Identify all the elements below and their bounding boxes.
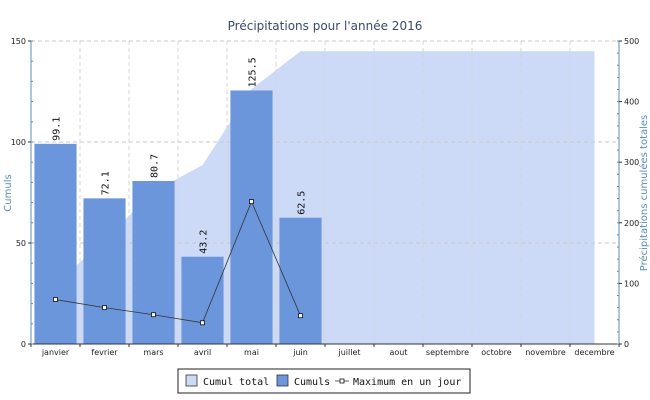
bars: 99.1 72.1 80.7 43.2 125.5 62.5 [34,57,322,345]
legend-marker-max [339,378,345,384]
bar-label-mai: 125.5 [248,57,259,87]
legend-box [177,368,471,394]
max-day-point-janvier [53,297,58,302]
x-tick-label-novembre: novembre [525,348,566,357]
bar-avril [181,256,224,344]
x-tick-label-janvier: janvier [41,348,70,357]
y-left-tick-label: 0 [21,340,26,349]
legend-label-cumul-total: Cumul total [203,377,269,388]
legend-label-max: Maximum en un jour [353,377,461,388]
y-axis-right-label: Précipitations cumulées totales [638,115,650,272]
x-tick-label-fevrier: fevrier [91,348,118,357]
bar-mai [230,90,273,345]
max-day-point-juin [298,313,303,319]
max-day-point-mai [249,199,254,204]
y-left-tick-label: 50 [16,239,26,248]
axes: 0 50 100 150 0 100 200 300 400 500 janvier fevrier m… [11,37,640,357]
x-tick-label-avril: avril [194,348,211,357]
max-day-line [55,200,301,324]
y-axis-left-label: Cumuls [3,174,14,211]
y-right-tick-label: 500 [624,37,639,46]
bar-label-mars: 80.7 [150,154,161,178]
x-tick-label-septembre: septembre [426,348,469,357]
legend-swatch-cumul-total [185,374,198,387]
max-line [53,199,303,326]
x-tick-label-octobre: octobre [481,348,512,357]
x-tick-label-decembre: decembre [574,348,614,357]
bar-fevrier [83,198,126,344]
y-left-tick-label: 150 [11,37,26,46]
x-tick-label-mars: mars [143,348,163,357]
legend: Cumul total Cumuls Maximum en un jour [177,368,471,394]
x-tick-label-juin: juin [292,348,308,357]
y-right-tick-label: 0 [624,340,629,349]
y-right-tick-label: 400 [624,98,639,107]
max-day-point-avril [200,320,205,326]
max-day-point-fevrier [102,305,107,311]
y-right-tick-label: 100 [624,279,639,288]
chart-title: Précipitations pour l'année 2016 [228,19,423,33]
legend-swatch-cumuls [276,374,289,387]
x-tick-label-mai: mai [244,348,259,357]
bar-mars [132,180,175,344]
y-left-tick-label: 100 [11,138,26,147]
y-right-tick-label: 200 [624,219,639,228]
legend-label-cumuls: Cumuls [294,377,330,388]
bar-label-fevrier: 72.1 [101,171,112,195]
bar-janvier [34,143,77,344]
x-tick-label-juillet: juillet [337,348,360,357]
bar-label-avril: 43.2 [199,230,210,254]
max-day-point-mars [151,312,156,318]
y-right-tick-label: 300 [624,158,639,167]
x-tick-label-aout: aout [389,348,407,357]
bar-label-janvier: 99.1 [52,117,63,141]
bar-label-juin: 62.5 [297,191,308,215]
bar-juin [279,217,322,344]
